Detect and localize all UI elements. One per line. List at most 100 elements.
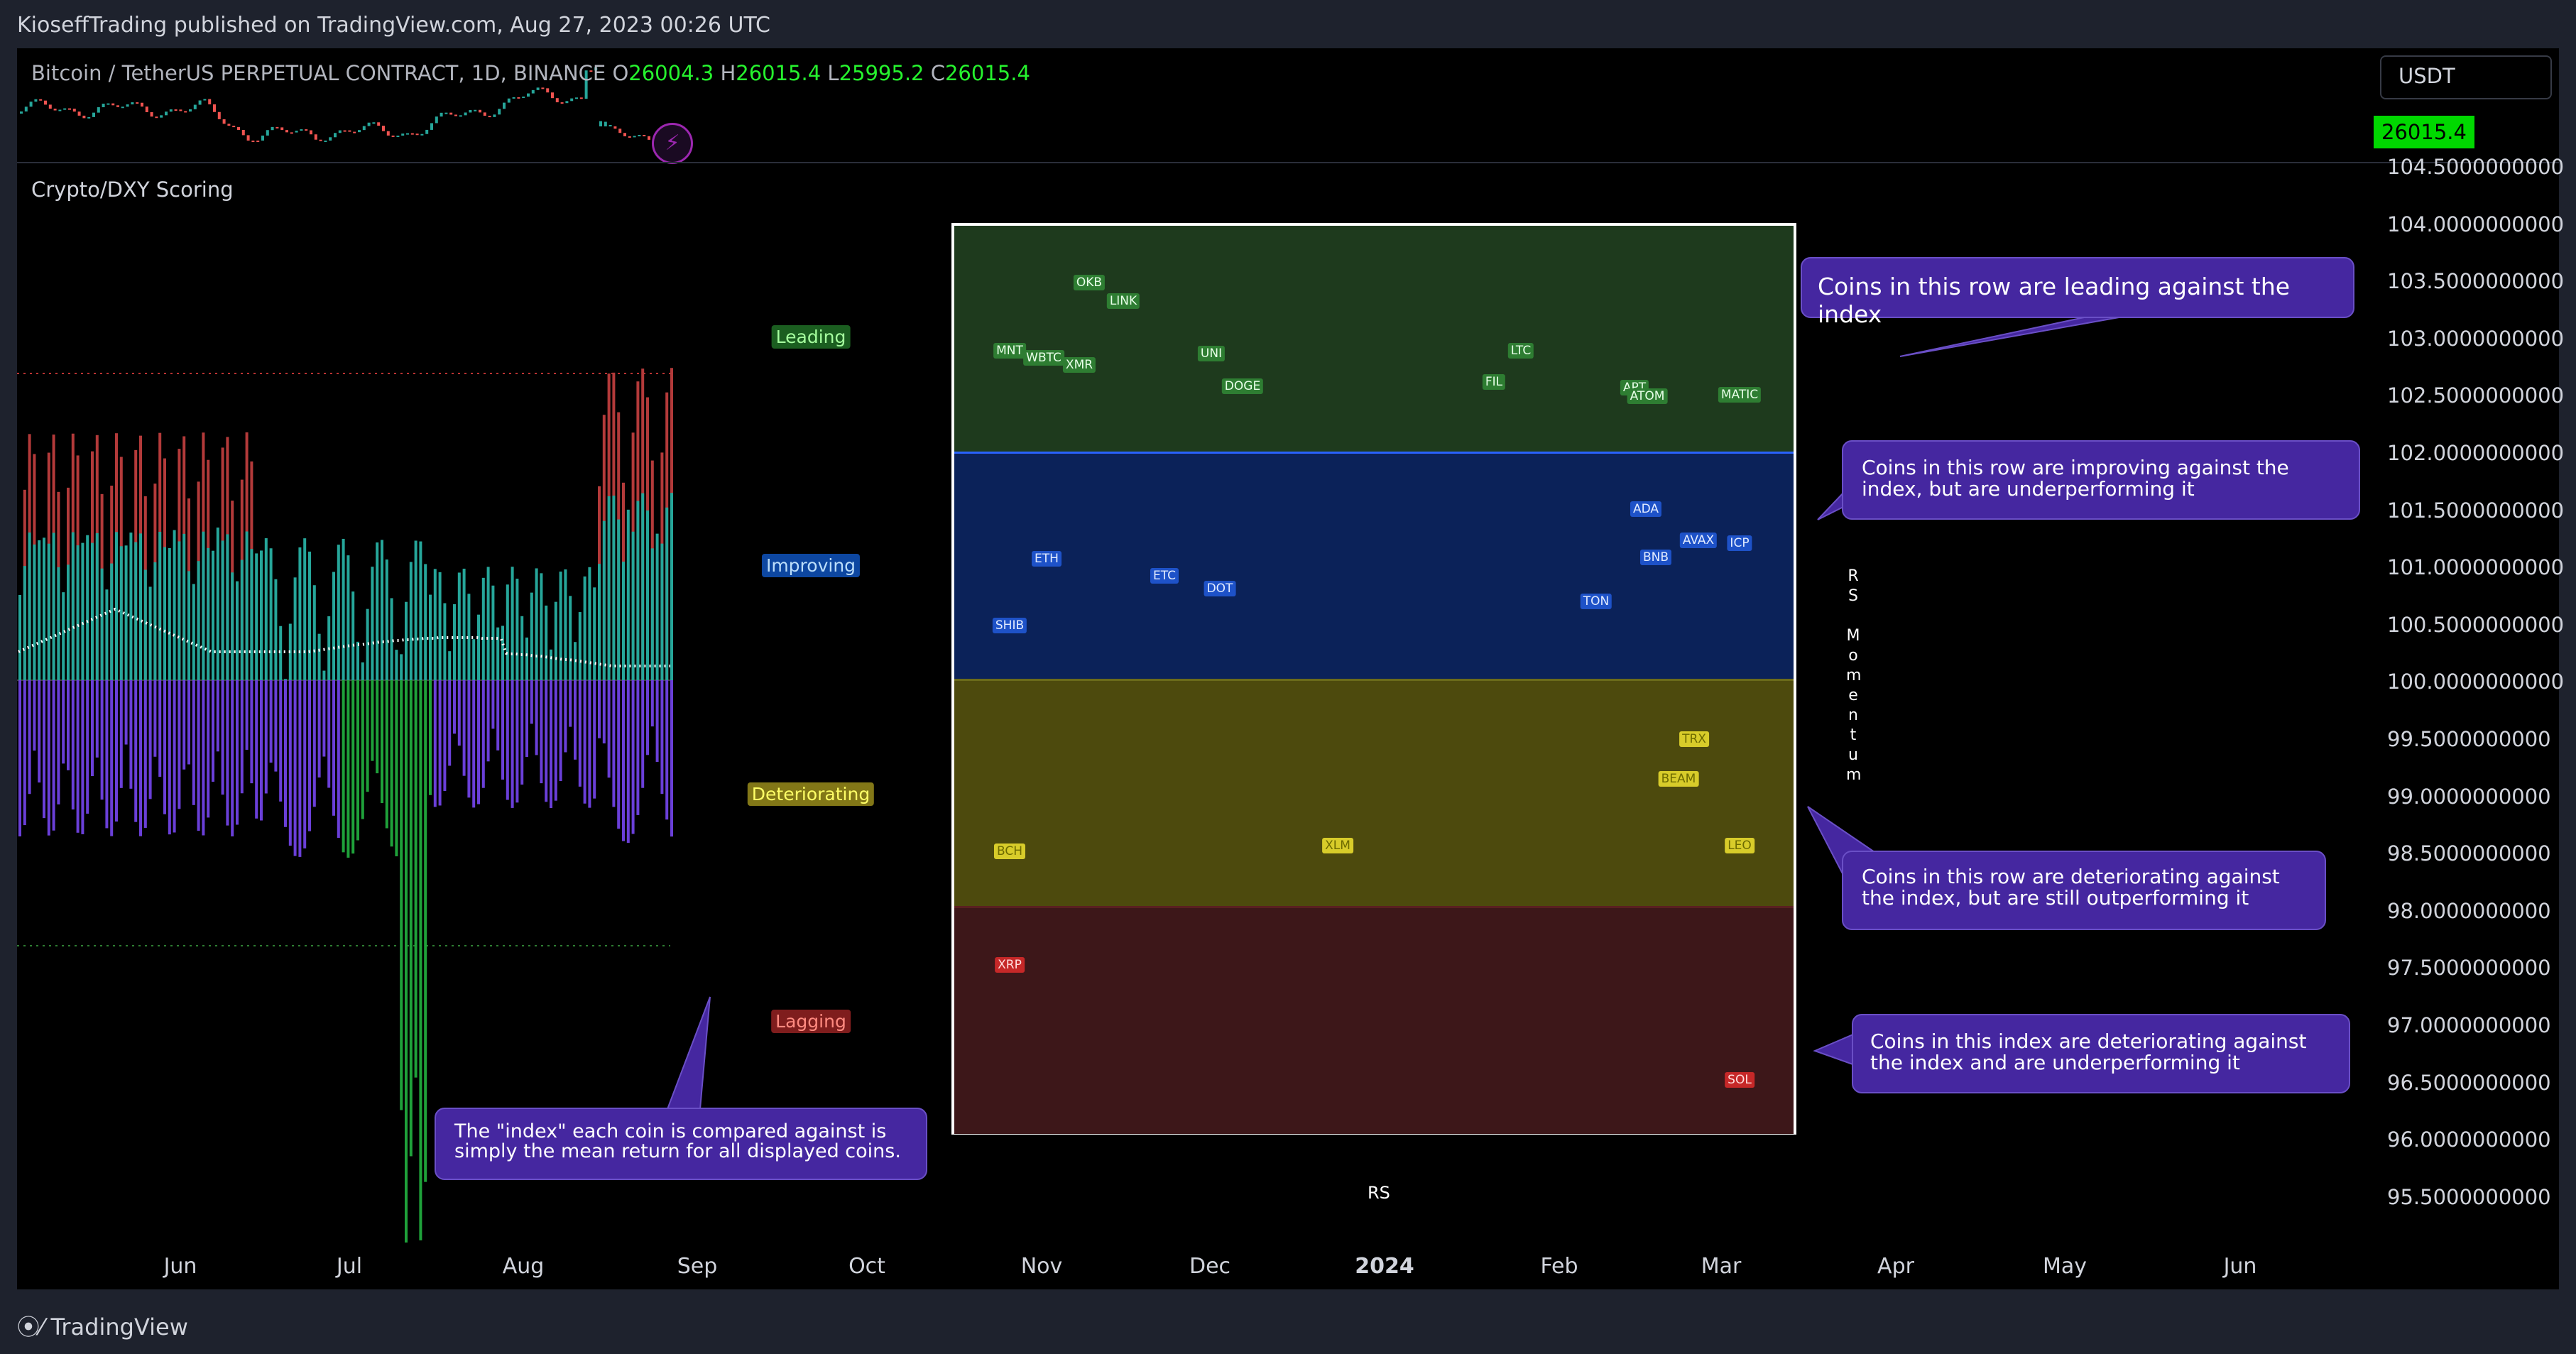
- callout-index[interactable]: The "index" each coin is compared agains…: [435, 1108, 927, 1180]
- price-tick-label: 99.5000000000: [2387, 727, 2551, 751]
- histogram-bar-up: [182, 533, 186, 680]
- histogram-bar-up: [115, 532, 118, 680]
- price-tick-label: 104.5000000000: [2387, 155, 2565, 179]
- callout-improving[interactable]: Coins in this row are improving against …: [1842, 440, 2360, 520]
- price-candle: [107, 103, 110, 105]
- price-candle: [217, 111, 221, 119]
- price-candle: [599, 121, 602, 126]
- histogram-bar-up: [38, 540, 41, 680]
- histogram-bar-up: [660, 543, 664, 680]
- time-tick-label: May: [2042, 1254, 2087, 1279]
- histogram-bar-down: [28, 680, 31, 795]
- histogram-bar-up: [57, 567, 60, 680]
- price-candle: [498, 109, 501, 115]
- callout-lagging[interactable]: Coins in this index are deteriorating ag…: [1852, 1014, 2350, 1093]
- price-candle: [222, 119, 226, 124]
- histogram-bar-up: [400, 654, 403, 680]
- coin-fil: FIL: [1482, 374, 1506, 390]
- price-candle: [613, 126, 617, 129]
- histogram-bar-down: [274, 680, 278, 772]
- price-tick-label: 102.0000000000: [2387, 441, 2565, 465]
- histogram-bar-down: [491, 680, 495, 729]
- price-candle: [102, 104, 105, 108]
- histogram-bar-down: [545, 680, 548, 802]
- symbol-legend[interactable]: Bitcoin / TetherUS PERPETUAL CONTRACT, 1…: [31, 61, 1030, 85]
- quadrant-lagging: XRP SOL: [954, 906, 1794, 1134]
- price-candle: [300, 129, 303, 131]
- time-tick-label: Jul: [336, 1254, 363, 1279]
- price-candle: [546, 88, 550, 93]
- histogram-bar-up: [322, 670, 326, 680]
- pane-separator[interactable]: [17, 162, 2559, 163]
- histogram-bar-down: [23, 680, 26, 826]
- histogram-bar-up: [245, 531, 249, 680]
- price-candle: [131, 102, 134, 105]
- histogram-bar-down: [400, 680, 403, 1110]
- histogram-bar-down: [260, 680, 263, 821]
- price-candle: [305, 129, 308, 131]
- price-candle: [425, 129, 429, 134]
- price-candle: [522, 97, 525, 99]
- price-candle: [551, 92, 554, 99]
- quadrant-improving: ETH ETC DOT SHIB ADA BNB AVAX ICP TON: [954, 452, 1794, 681]
- lightning-icon[interactable]: ⚡: [652, 123, 693, 164]
- price-candle: [623, 133, 626, 136]
- histogram-bar-up: [148, 586, 152, 680]
- price-candle: [618, 129, 622, 133]
- coin-mnt: MNT: [993, 343, 1026, 359]
- rs-axis-label: RS: [1368, 1183, 1390, 1203]
- histogram-bar-down: [95, 680, 99, 758]
- histogram-bar-down: [351, 680, 355, 854]
- histogram-bar-up: [535, 568, 538, 680]
- price-candle: [575, 97, 578, 99]
- histogram-bar-up: [366, 608, 369, 680]
- histogram-bar-up: [646, 510, 649, 680]
- price-candle: [285, 130, 288, 133]
- price-candle: [280, 127, 284, 131]
- price-candle: [87, 116, 91, 119]
- coin-bch: BCH: [993, 843, 1026, 859]
- histogram-bar-down: [115, 680, 118, 822]
- price-candle: [271, 126, 274, 131]
- histogram-bar-down: [574, 680, 577, 760]
- histogram-bar-up: [124, 545, 128, 680]
- price-candle: [396, 136, 400, 138]
- histogram-bar-down: [631, 680, 635, 834]
- price-candle: [165, 111, 168, 116]
- indicator-title[interactable]: Crypto/DXY Scoring: [31, 178, 234, 202]
- histogram-bar-up: [641, 493, 645, 680]
- histogram-bar-down: [569, 680, 572, 727]
- price-candle: [348, 130, 351, 132]
- histogram-bar-up: [443, 603, 447, 680]
- histogram-bar-down: [376, 680, 379, 774]
- histogram-bar-down: [139, 680, 142, 836]
- histogram-bar-down: [381, 680, 383, 804]
- histogram-bar-down: [240, 680, 244, 794]
- histogram-bar-down: [207, 680, 210, 818]
- price-tick-label: 95.5000000000: [2387, 1184, 2551, 1209]
- histogram-bar-down: [443, 680, 447, 792]
- histogram-bar-down: [433, 680, 437, 807]
- high-label: H: [720, 61, 736, 85]
- histogram-bar-up: [395, 650, 398, 680]
- time-tick-label: Feb: [1540, 1254, 1578, 1279]
- histogram-bar-up: [260, 550, 263, 680]
- price-candle: [160, 115, 163, 118]
- histogram-bar-up: [530, 592, 533, 680]
- histogram-bar-down: [91, 680, 94, 777]
- histogram-bar-up: [143, 569, 147, 680]
- price-candle: [565, 101, 569, 104]
- tradingview-logo[interactable]: ⦿⁄ TradingView: [17, 1309, 188, 1342]
- currency-selector[interactable]: [2380, 55, 2552, 99]
- price-candle: [435, 116, 438, 124]
- histogram-bar-up: [110, 563, 114, 680]
- price-candle: [310, 130, 312, 135]
- price-candle: [474, 109, 477, 111]
- open-value: 26004.3: [628, 61, 714, 85]
- callout-deteriorating[interactable]: Coins in this row are deteriorating agai…: [1842, 851, 2326, 930]
- callout-leading[interactable]: Coins in this row are leading against th…: [1801, 257, 2354, 328]
- histogram-bar-down: [38, 680, 41, 783]
- histogram-bar-up: [153, 562, 157, 680]
- histogram-bar-up: [472, 639, 476, 680]
- histogram-bar-down: [429, 680, 432, 795]
